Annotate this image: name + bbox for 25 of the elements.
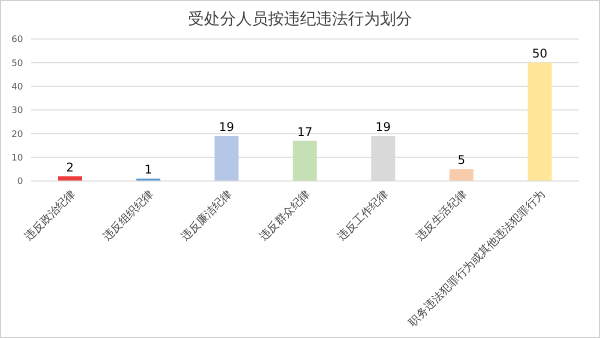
x-tick-label: 违反工作纪律 [335, 187, 391, 244]
bar [292, 140, 317, 181]
x-tick-label: 违反廉洁纪律 [178, 187, 234, 244]
x-tick-label: 违反群众纪律 [256, 187, 313, 244]
y-tick-label: 50 [12, 58, 24, 69]
bar [214, 136, 239, 181]
bar [528, 62, 552, 181]
data-label: 2 [66, 160, 74, 174]
bar [449, 169, 474, 181]
y-tick-label: 0 [17, 177, 24, 188]
y-tick-label: 40 [12, 82, 24, 93]
y-tick-label: 20 [12, 130, 24, 140]
chart-title: 受处分人员按违纪违法行为划分 [187, 9, 413, 30]
data-label: 17 [297, 124, 312, 139]
y-tick-label: 60 [12, 35, 24, 46]
data-label: 19 [376, 120, 391, 134]
y-tick-label: 30 [12, 106, 24, 116]
x-tick-label: 违反生活纪律 [413, 187, 470, 244]
x-tick-label: 违反政治纪律 [22, 187, 78, 244]
data-label: 19 [218, 120, 234, 134]
data-label: 5 [458, 153, 466, 168]
data-label: 50 [532, 46, 548, 61]
data-label: 1 [144, 162, 152, 177]
x-tick-label: 违反组织纪律 [100, 187, 156, 244]
y-tick-label: 10 [12, 154, 24, 164]
